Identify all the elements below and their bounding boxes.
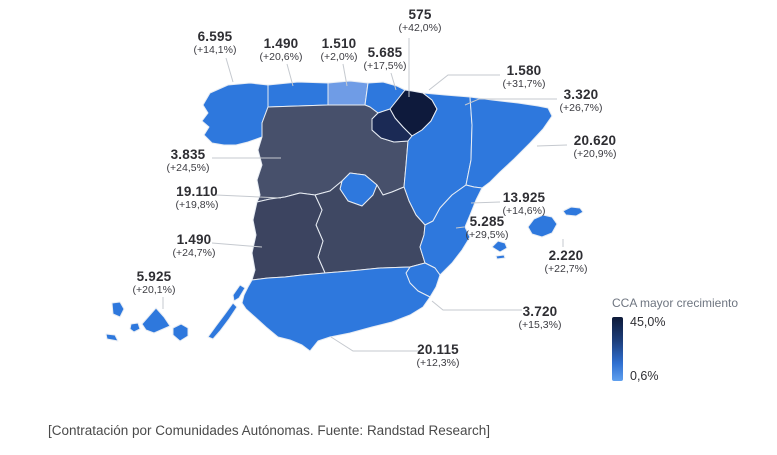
region-extremadura	[251, 192, 326, 281]
region-label-madrid: 19.110 (+19,8%)	[176, 185, 219, 212]
region-growth: (+14,6%)	[502, 205, 546, 217]
region-label-castilla-y-leon: 3.835 (+24,5%)	[167, 148, 210, 175]
region-growth: (+12,3%)	[416, 357, 460, 369]
baleares-islands	[491, 206, 584, 260]
region-label-castilla-la-mancha: 5.285 (+29,5%)	[466, 215, 509, 242]
region-growth: (+26,7%)	[559, 102, 603, 114]
island-ibiza	[491, 240, 508, 253]
region-label-asturias: 1.490 (+20,6%)	[260, 37, 303, 64]
spain-choropleth-map	[100, 75, 640, 375]
spain-map-svg	[105, 80, 584, 352]
region-value: 5.685	[367, 45, 403, 60]
island-menorca	[562, 206, 584, 217]
region-value: 3.320	[563, 87, 599, 102]
island-el-hierro	[105, 333, 119, 342]
region-label-canarias: 5.925 (+20,1%)	[133, 270, 176, 297]
legend-gradient-bar	[612, 317, 623, 381]
region-growth: (+42,0%)	[398, 22, 442, 34]
region-cantabria	[327, 80, 369, 106]
region-asturias	[267, 81, 329, 108]
region-label-cantabria: 1.510 (+2,0%)	[320, 37, 357, 64]
region-value: 575	[408, 7, 432, 22]
region-growth: (+24,5%)	[166, 162, 210, 174]
region-value: 13.925	[502, 190, 546, 205]
legend-title: CCA mayor crecimiento	[612, 296, 739, 310]
figure-caption: [Contratación por Comunidades Autónomas.…	[48, 423, 491, 438]
region-value: 1.510	[321, 36, 357, 51]
region-value: 5.925	[136, 269, 172, 284]
region-label-galicia: 6.595 (+14,1%)	[194, 30, 237, 57]
region-galicia	[201, 82, 269, 146]
region-label-navarra: 575 (+42,0%)	[399, 8, 442, 35]
region-growth: (+20,9%)	[573, 148, 617, 160]
region-growth: (+20,1%)	[132, 284, 176, 296]
region-label-valenciana: 13.925 (+14,6%)	[503, 191, 546, 218]
legend: CCA mayor crecimiento 45,0% 0,6%	[612, 296, 772, 383]
region-growth: (+14,1%)	[193, 44, 237, 56]
region-label-extremadura: 1.490 (+24,7%)	[173, 233, 216, 260]
region-value: 1.580	[506, 63, 542, 78]
region-andalucia	[241, 266, 431, 352]
region-value: 6.595	[197, 29, 233, 44]
region-label-murcia: 3.720 (+15,3%)	[519, 305, 562, 332]
island-tenerife	[141, 307, 171, 334]
region-growth: (+22,7%)	[544, 263, 588, 275]
region-value: 5.285	[469, 214, 505, 229]
island-mallorca	[527, 214, 558, 238]
legend-max-label: 45,0%	[630, 315, 666, 329]
island-la-gomera	[129, 322, 141, 333]
region-label-pais-vasco: 5.685 (+17,5%)	[364, 46, 407, 73]
region-growth: (+19,8%)	[175, 199, 219, 211]
island-fuerteventura	[207, 302, 238, 340]
region-growth: (+31,7%)	[502, 78, 546, 90]
region-value: 1.490	[176, 232, 212, 247]
legend-body: 45,0% 0,6%	[612, 315, 772, 383]
region-growth: (+15,3%)	[518, 319, 562, 331]
region-value: 1.490	[263, 36, 299, 51]
region-label-cataluna: 20.620 (+20,9%)	[574, 134, 617, 161]
region-label-andalucia: 20.115 (+12,3%)	[417, 343, 460, 370]
region-label-aragon: 3.320 (+26,7%)	[560, 88, 603, 115]
region-value: 2.220	[548, 248, 584, 263]
region-label-la-rioja: 1.580 (+31,7%)	[503, 64, 546, 91]
island-la-palma	[111, 301, 125, 318]
region-growth: (+17,5%)	[363, 60, 407, 72]
region-value: 3.835	[170, 147, 206, 162]
canarias-islands	[105, 284, 246, 342]
region-value: 3.720	[522, 304, 558, 319]
region-label-baleares: 2.220 (+22,7%)	[545, 249, 588, 276]
region-growth: (+29,5%)	[465, 229, 509, 241]
region-value: 19.110	[176, 184, 218, 199]
region-growth: (+20,6%)	[259, 51, 303, 63]
island-lanzarote	[232, 284, 246, 302]
region-value: 20.620	[573, 133, 617, 148]
region-cataluna	[465, 96, 553, 189]
region-growth: (+24,7%)	[172, 247, 216, 259]
island-formentera	[495, 254, 506, 260]
legend-min-label: 0,6%	[630, 369, 659, 383]
island-gran-canaria	[172, 323, 189, 342]
region-value: 20.115	[417, 342, 459, 357]
mainland-regions	[201, 80, 553, 352]
region-growth: (+2,0%)	[320, 51, 358, 63]
